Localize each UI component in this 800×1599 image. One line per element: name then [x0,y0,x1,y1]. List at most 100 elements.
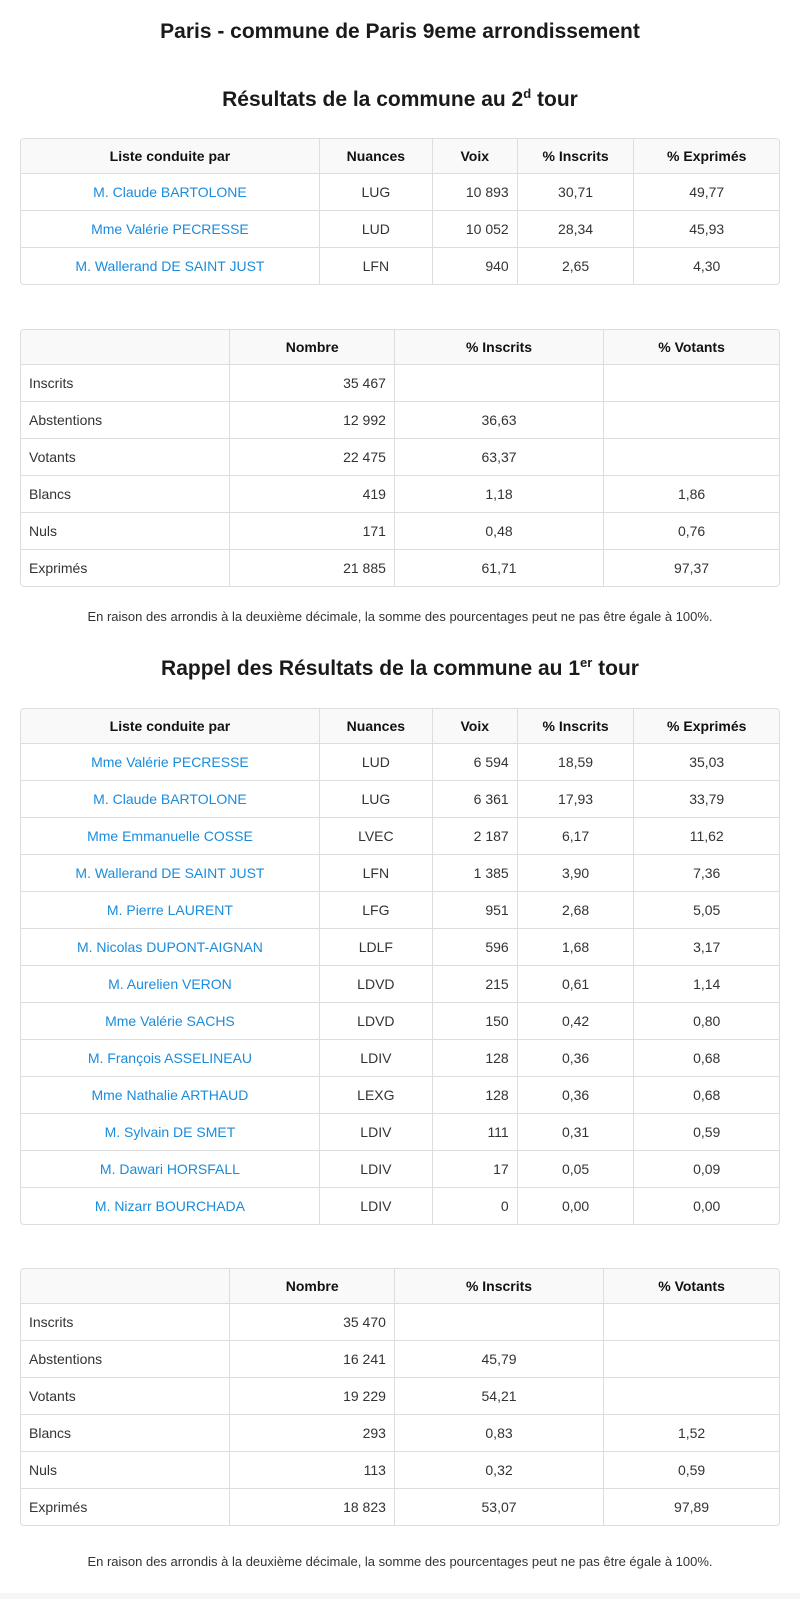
header-pct-votants: % Votants [603,1269,779,1303]
pct-votants-cell [603,1303,779,1340]
bottom-divider [0,1593,800,1599]
header-pct-inscrits: % Inscrits [393,330,604,364]
candidate-link[interactable]: Mme Valérie SACHS [105,1013,235,1029]
pct-exprimes-cell: 5,05 [633,891,779,928]
voix-cell: 596 [431,928,517,965]
candidate-link[interactable]: M. Dawari HORSFALL [99,1161,240,1177]
candidate-cell: M. Sylvain DE SMET [21,1113,319,1150]
candidate-link[interactable]: M. François ASSELINEAU [87,1050,253,1066]
header-liste-conduite-par: Liste conduite par [21,139,319,173]
header-nuances: Nuances [318,709,432,743]
candidate-cell: Mme Valérie PECRESSE [21,210,319,247]
stats-header-row: Nombre % Inscrits % Votants [21,330,779,364]
nuance-cell: LDIV [318,1150,432,1187]
voix-cell: 6 594 [431,743,517,780]
candidate-link[interactable]: M. Pierre LAURENT [106,902,233,918]
candidate-link[interactable]: Mme Nathalie ARTHAUD [91,1087,249,1103]
pct-votants-cell [603,364,779,401]
header-nuances: Nuances [318,139,432,173]
candidate-link[interactable]: M. Wallerand DE SAINT JUST [75,865,265,881]
page-title: Paris - commune de Paris 9eme arrondisse… [160,20,640,43]
voix-cell: 951 [431,891,517,928]
pct-inscrits-cell: 2,65 [516,247,634,284]
nuance-cell: LDLF [318,928,432,965]
nuance-cell: LUD [318,743,432,780]
stat-row: Inscrits 35 470 [21,1303,779,1340]
candidate-link[interactable]: M. Aurelien VERON [108,976,232,992]
stat-label-cell: Abstentions [21,401,230,438]
pct-inscrits-cell: 28,34 [516,210,634,247]
candidate-row: M. Wallerand DE SAINT JUST LFN 1 385 3,90 7,… [21,854,779,891]
candidate-cell: Mme Nathalie ARTHAUD [21,1076,319,1113]
nombre-cell: 12 992 [229,401,394,438]
stat-row: Blancs 293 0,83 1,52 [21,1414,779,1451]
header-pct-exprimes: % Exprimés [633,139,779,173]
candidate-cell: M. Claude BARTOLONE [21,780,319,817]
stat-label-cell: Inscrits [21,1303,230,1340]
header-pct-exprimes: % Exprimés [633,709,779,743]
header-liste-conduite-par: Liste conduite par [21,709,319,743]
stat-label-cell: Nuls [21,1451,230,1488]
candidate-link[interactable]: M. Claude BARTOLONE [93,791,247,807]
stat-label-cell: Inscrits [21,364,230,401]
nuance-cell: LEXG [318,1076,432,1113]
pct-inscrits-cell: 54,21 [393,1377,604,1414]
voix-cell: 128 [431,1076,517,1113]
voix-cell: 6 361 [431,780,517,817]
pct-exprimes-cell: 35,03 [633,743,779,780]
pct-inscrits-cell: 0,42 [516,1002,634,1039]
candidate-link[interactable]: M. Wallerand DE SAINT JUST [75,258,265,274]
nuance-cell: LUG [318,173,432,210]
round1-stats-table: Nombre % Inscrits % Votants Inscrits 35 4… [20,1268,780,1526]
pct-inscrits-cell: 2,68 [516,891,634,928]
pct-inscrits-cell: 17,93 [516,780,634,817]
nombre-cell: 21 885 [229,549,394,586]
stat-row: Inscrits 35 467 [21,364,779,401]
nombre-cell: 419 [229,475,394,512]
nuance-cell: LDIV [318,1187,432,1224]
pct-votants-cell: 0,76 [603,512,779,549]
pct-votants-cell [603,401,779,438]
pct-inscrits-cell: 53,07 [393,1488,604,1525]
header-pct-inscrits: % Inscrits [516,139,634,173]
candidate-row: M. Aurelien VERON LDVD 215 0,61 1,14 [21,965,779,1002]
round2-stats-table: Nombre % Inscrits % Votants Inscrits 35 4… [20,329,780,587]
nuance-cell: LFG [318,891,432,928]
pct-inscrits-cell: 0,61 [516,965,634,1002]
candidate-row: Mme Valérie PECRESSE LUD 10 052 28,34 45,93 [21,210,779,247]
nuance-cell: LDVD [318,1002,432,1039]
pct-votants-cell: 1,52 [603,1414,779,1451]
candidate-link[interactable]: Mme Emmanuelle COSSE [87,828,253,844]
candidate-row: Mme Valérie SACHS LDVD 150 0,42 0,80 [21,1002,779,1039]
pct-inscrits-cell [393,1303,604,1340]
nombre-cell: 113 [229,1451,394,1488]
pct-inscrits-cell: 0,05 [516,1150,634,1187]
header-voix: Voix [431,709,517,743]
nuance-cell: LDIV [318,1039,432,1076]
nombre-cell: 16 241 [229,1340,394,1377]
pct-exprimes-cell: 7,36 [633,854,779,891]
pct-votants-cell: 1,86 [603,475,779,512]
candidate-link[interactable]: M. Nizarr BOURCHADA [94,1198,245,1214]
pct-inscrits-cell: 6,17 [516,817,634,854]
candidate-link[interactable]: M. Sylvain DE SMET [104,1124,236,1140]
candidate-link[interactable]: M. Claude BARTOLONE [93,184,247,200]
pct-exprimes-cell: 1,14 [633,965,779,1002]
candidate-link[interactable]: M. Nicolas DUPONT-AIGNAN [76,939,263,955]
stat-label-cell: Nuls [21,512,230,549]
candidate-cell: M. Wallerand DE SAINT JUST [21,247,319,284]
candidate-link[interactable]: Mme Valérie PECRESSE [91,754,249,770]
results-header-row: Liste conduite par Nuances Voix % Inscri… [21,709,779,743]
stat-label-cell: Votants [21,438,230,475]
nombre-cell: 35 467 [229,364,394,401]
candidate-link[interactable]: Mme Valérie PECRESSE [91,221,249,237]
candidate-row: M. Sylvain DE SMET LDIV 111 0,31 0,59 [21,1113,779,1150]
stat-row: Nuls 171 0,48 0,76 [21,512,779,549]
stat-label-cell: Exprimés [21,1488,230,1525]
pct-votants-cell: 97,89 [603,1488,779,1525]
voix-cell: 10 893 [431,173,517,210]
pct-exprimes-cell: 11,62 [633,817,779,854]
voix-cell: 1 385 [431,854,517,891]
pct-inscrits-cell: 0,83 [393,1414,604,1451]
pct-exprimes-cell: 45,93 [633,210,779,247]
